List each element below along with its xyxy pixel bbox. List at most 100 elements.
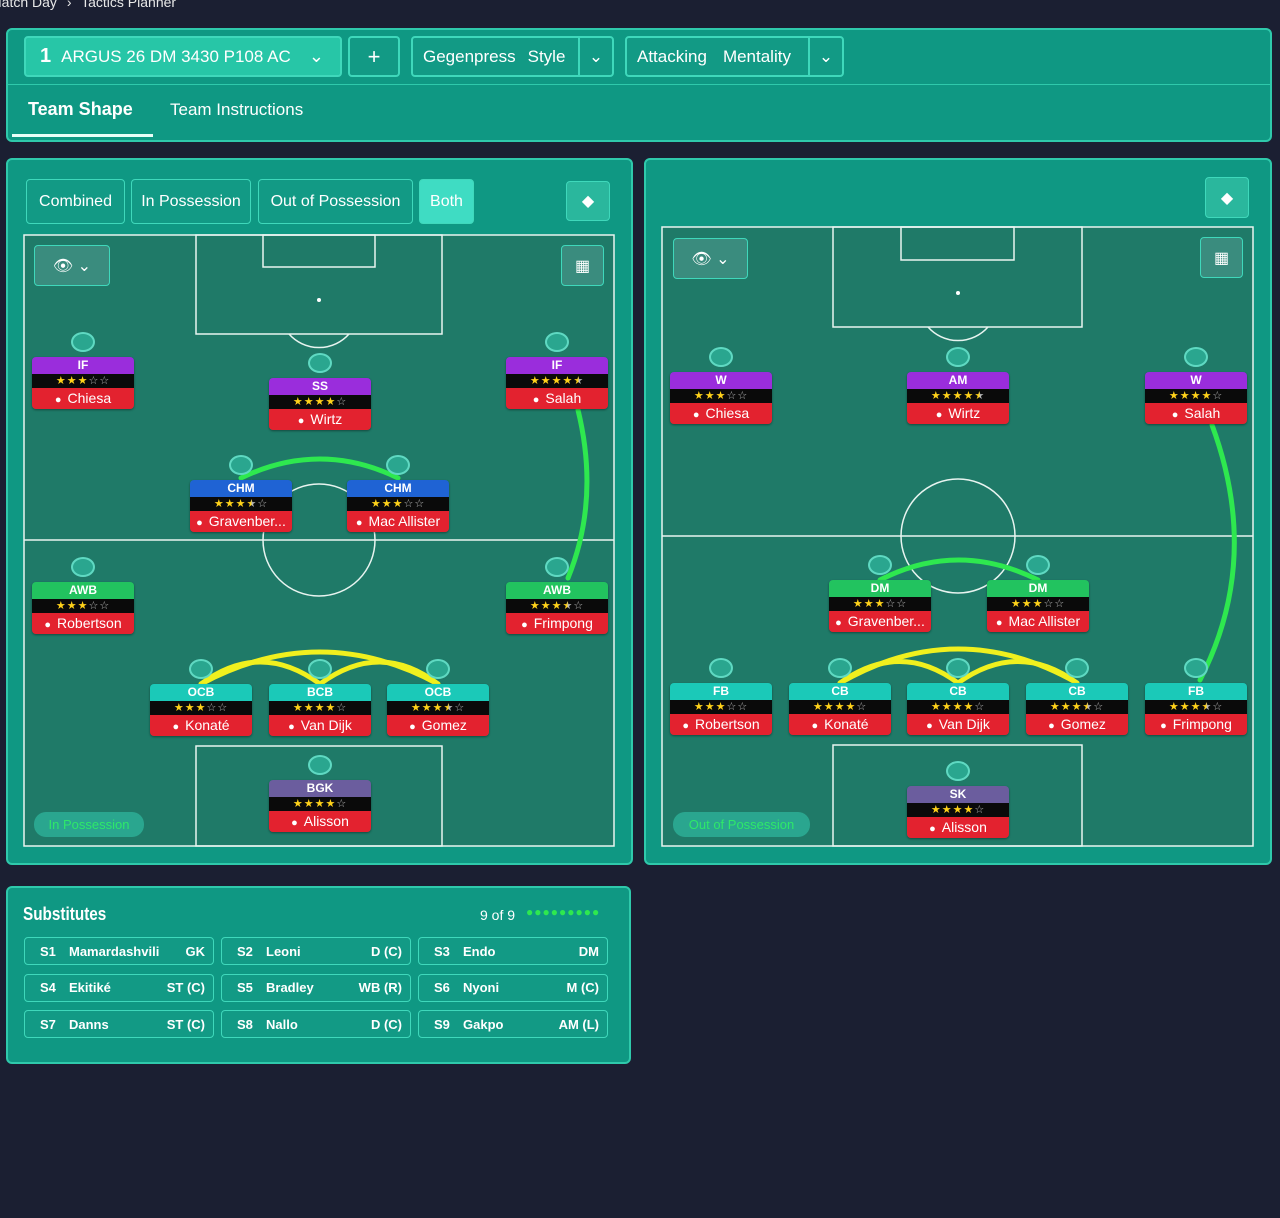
player-card[interactable]: W ★★★☆☆ ● Chiesa	[670, 372, 772, 424]
style-dropdown[interactable]: Gegenpress Style ⌄	[411, 36, 614, 77]
penalty-spot	[317, 298, 321, 302]
player-card[interactable]: BCB ★★★★☆ ● Van Dijk	[269, 684, 371, 736]
substitute[interactable]: S8 Nallo D (C)	[221, 1010, 411, 1038]
name: Endo	[463, 943, 496, 959]
substitutes-title: Substitutes	[23, 904, 107, 924]
player-name: Gomez	[421, 717, 467, 733]
star: ★	[529, 375, 541, 387]
player-card[interactable]: SS ★★★★☆ ● Wirtz	[269, 378, 371, 430]
star: ★	[963, 390, 975, 402]
star: ★	[1179, 701, 1191, 713]
name: Nallo	[266, 1016, 298, 1032]
player-icon	[308, 755, 332, 775]
star-rating: ★★★☆☆	[150, 701, 252, 715]
player-name: Konaté	[824, 716, 869, 732]
player-icon: ●	[288, 721, 295, 733]
star-rating: ★★★★☆	[1026, 700, 1128, 714]
star: ☆	[217, 702, 229, 714]
player-name-row: ● Gomez	[387, 715, 489, 736]
player-card[interactable]: SK ★★★★☆ ● Alisson	[907, 786, 1009, 838]
player-card[interactable]: CHM ★★★★☆ ● Gravenber...	[190, 480, 292, 532]
star: ☆	[414, 498, 426, 510]
tactic-dropdown[interactable]: 1 ARGUS 26 DM 3430 P108 AC ⌄	[24, 36, 342, 77]
player-card[interactable]: DM ★★★☆☆ ● Mac Allister	[987, 580, 1089, 632]
breadcrumb-item[interactable]: Match Day	[0, 0, 57, 10]
tab[interactable]: Team Instructions	[170, 100, 304, 119]
star: ★	[952, 390, 964, 402]
view-button[interactable]: Combined	[26, 179, 125, 224]
star: ★	[303, 702, 315, 714]
player-name-row: ● Konaté	[789, 714, 891, 735]
role: CHM	[347, 480, 449, 497]
star: ★	[930, 804, 942, 816]
slot: S3	[434, 943, 450, 959]
player-card[interactable]: OCB ★★★★☆ ● Gomez	[387, 684, 489, 736]
player-card[interactable]: FB ★★★★☆ ● Frimpong	[1145, 683, 1247, 735]
rotate-button[interactable]: ◆	[566, 181, 610, 221]
substitute[interactable]: S9 Gakpo AM (L)	[418, 1010, 608, 1038]
position: DM	[578, 943, 599, 959]
player-icon: ●	[196, 517, 203, 529]
player-card[interactable]: OCB ★★★☆☆ ● Konaté	[150, 684, 252, 736]
substitute[interactable]: S5 Bradley WB (R)	[221, 973, 411, 1002]
substitute[interactable]: S3 Endo DM	[418, 937, 608, 965]
star: ★	[1060, 701, 1072, 713]
player-card[interactable]: AWB ★★★☆☆ ● Robertson	[32, 582, 134, 634]
substitute[interactable]: S7 Danns ST (C)	[24, 1010, 214, 1038]
tab-active[interactable]: Team Shape	[28, 99, 133, 119]
player-icon: ●	[1171, 409, 1179, 421]
star: ★	[704, 701, 716, 713]
substitute[interactable]: S6 Nyoni M (C)	[418, 973, 608, 1002]
view-button-active[interactable]: Both	[419, 179, 474, 224]
substitute[interactable]: S1 Mamardashvili GK	[24, 937, 214, 965]
player-icon: ●	[926, 720, 933, 732]
player-card[interactable]: IF ★★★★★ ● Salah	[506, 357, 608, 409]
star-rating: ★★★☆☆	[987, 597, 1089, 611]
grid-button[interactable]: ▦	[561, 245, 604, 286]
star: ★	[325, 396, 337, 408]
rotate-button[interactable]: ◆	[1205, 177, 1249, 218]
player-icon	[946, 761, 970, 781]
player-card[interactable]: AM ★★★★★ ● Wirtz	[907, 372, 1009, 424]
view-button[interactable]: In Possession	[131, 179, 251, 224]
star: ☆	[403, 498, 415, 510]
star: ★	[443, 702, 455, 714]
grid-button[interactable]: ▦	[1200, 237, 1243, 278]
player-card[interactable]: CHM ★★★☆☆ ● Mac Allister	[347, 480, 449, 532]
role: CB	[789, 683, 891, 700]
breadcrumb-item[interactable]: Tactics Planner	[81, 0, 177, 10]
star: ☆	[336, 798, 348, 810]
visibility-dropdown[interactable]: 👁 ⌄	[34, 245, 110, 286]
star: ★	[1049, 701, 1061, 713]
player-name: Wirtz	[948, 405, 981, 421]
player-card[interactable]: FB ★★★☆☆ ● Robertson	[670, 683, 772, 735]
player-card[interactable]: W ★★★★☆ ● Salah	[1145, 372, 1247, 424]
substitute[interactable]: S2 Leoni D (C)	[221, 937, 411, 965]
star-rating: ★★★☆☆	[829, 597, 931, 611]
star: ☆	[974, 701, 986, 713]
view-button[interactable]: Out of Possession	[258, 179, 413, 224]
player-card[interactable]: IF ★★★☆☆ ● Chiesa	[32, 357, 134, 409]
player-card[interactable]: DM ★★★☆☆ ● Gravenber...	[829, 580, 931, 632]
tactic-slot: 1	[40, 45, 52, 67]
add-tactic-button[interactable]: +	[348, 36, 400, 77]
substitute[interactable]: S4 Ekitiké ST (C)	[24, 973, 214, 1002]
star: ★	[1190, 390, 1202, 402]
player-card[interactable]: CB ★★★★☆ ● Konaté	[789, 683, 891, 735]
player-card[interactable]: BGK ★★★★☆ ● Alisson	[269, 780, 371, 832]
role: BCB	[269, 684, 371, 701]
visibility-dropdown[interactable]: 👁 ⌄	[673, 238, 748, 279]
player-card[interactable]: AWB ★★★★☆ ● Frimpong	[506, 582, 608, 634]
star: ★	[693, 701, 705, 713]
player-icon: ●	[355, 517, 363, 529]
star: ★	[66, 375, 78, 387]
star: ★	[410, 702, 422, 714]
star-rating: ★★★☆☆	[670, 700, 772, 714]
player-icon: ●	[521, 619, 528, 631]
penalty-arc	[288, 333, 350, 349]
star-rating: ★★★★☆	[789, 700, 891, 714]
mentality-dropdown[interactable]: Attacking Mentality ⌄	[625, 36, 844, 77]
player-card[interactable]: CB ★★★★☆ ● Gomez	[1026, 683, 1128, 735]
player-card[interactable]: CB ★★★★☆ ● Van Dijk	[907, 683, 1009, 735]
